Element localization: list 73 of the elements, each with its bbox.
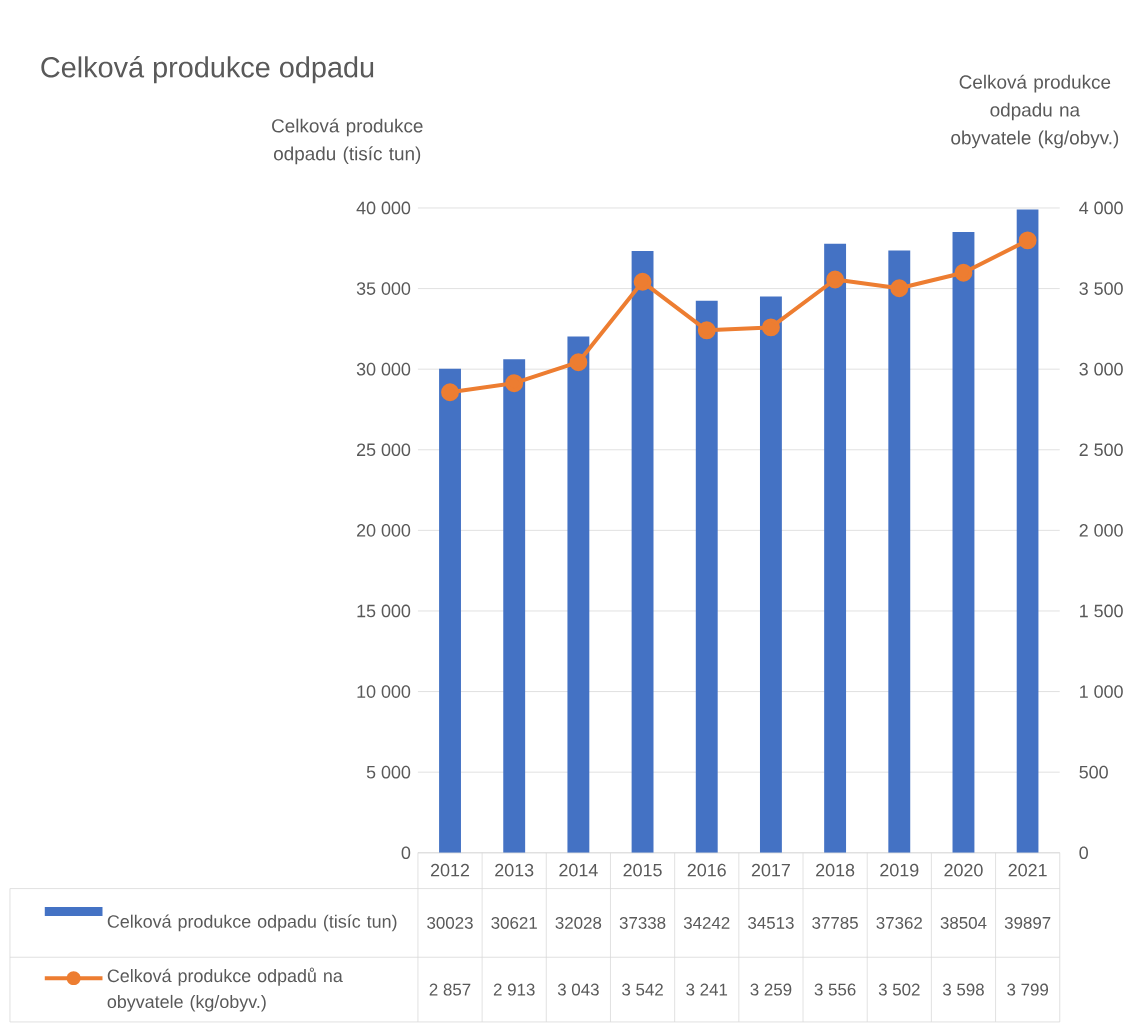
x-tick-label: 2014 [559,863,598,877]
point [890,279,909,298]
point [633,272,652,291]
data-label: 2 913 [493,983,535,996]
y-tick-label: 10 000 [357,685,411,698]
data-label: 3 259 [750,983,792,996]
y-tick-label: 5 000 [366,765,411,779]
data-label: 3 799 [1007,983,1049,996]
y2-tick-label: 2 000 [1079,524,1123,537]
data-label: 37362 [876,916,922,929]
point [505,374,524,393]
bar [1016,209,1039,853]
data-label: 3 502 [878,983,920,996]
y2-tick-label: 4 000 [1079,201,1123,215]
bar [503,359,526,853]
point [1018,231,1037,250]
y-tick-label: 15 000 [357,604,411,618]
bar [952,232,975,853]
data-label: 30621 [491,916,537,929]
point [761,318,780,337]
point [697,321,716,340]
y-axis-title: Celková produkce odpadu (tisíc tun) [272,118,423,165]
data-label: 37785 [812,916,858,929]
legend-label: Celková produkce odpadů na obyvatele (kg/obyv.) [107,967,343,1012]
y-tick-label: 0 [401,846,411,860]
bar [631,250,654,853]
y2-axis-title: Celková produkce odpadu na obyvatele (kg/obyv.) [951,74,1119,149]
y2-tick-label: 1 000 [1080,685,1123,698]
chart-title: Celková produkce odpadu [41,56,374,84]
bar [439,368,461,853]
y-tick-label: 30 000 [356,362,411,376]
x-tick-label: 2020 [944,863,983,877]
data-label: 3 542 [622,983,663,996]
data-label: 34242 [683,916,730,929]
x-tick-label: 2015 [623,863,662,877]
y2-tick-label: 3 500 [1079,282,1123,295]
point [441,383,459,402]
y-tick-label: 40 000 [356,201,411,215]
bar [567,336,590,853]
data-label: 3 556 [814,983,856,996]
y-tick-label: 25 000 [357,443,411,457]
data-label: 37338 [619,916,666,929]
y2-tick-label: 500 [1079,765,1108,779]
x-tick-label: 2017 [751,863,790,877]
y2-tick-label: 2 500 [1079,443,1123,457]
x-tick-label: 2021 [1008,863,1047,877]
point [826,270,845,289]
data-label: 3 598 [942,983,984,996]
data-label: 38504 [940,916,987,929]
bar [824,243,847,853]
x-tick-label: 2018 [816,863,855,877]
bar [759,296,782,853]
y2-tick-label: 0 [1079,846,1088,860]
point [954,263,973,282]
y-tick-label: 35 000 [356,282,411,295]
bar [888,250,911,853]
x-tick-label: 2019 [880,863,919,877]
data-label: 3 241 [686,983,728,996]
x-tick-label: 2013 [495,863,534,877]
y2-tick-label: 3 000 [1079,362,1123,376]
data-label: 2 857 [429,983,471,996]
x-tick-label: 2012 [431,863,470,877]
data-label: 3 043 [557,983,599,996]
data-label: 30023 [427,916,473,929]
data-label: 39897 [1004,916,1051,929]
data-label: 32028 [555,916,602,929]
x-tick-label: 2016 [687,863,726,877]
legend-label: Celková produkce odpadu (tisíc tun) [107,914,397,932]
point [569,353,588,372]
data-label: 34513 [748,916,794,929]
bar [695,300,718,853]
y2-tick-label: 1 500 [1080,604,1123,618]
y-tick-label: 20 000 [357,524,411,537]
